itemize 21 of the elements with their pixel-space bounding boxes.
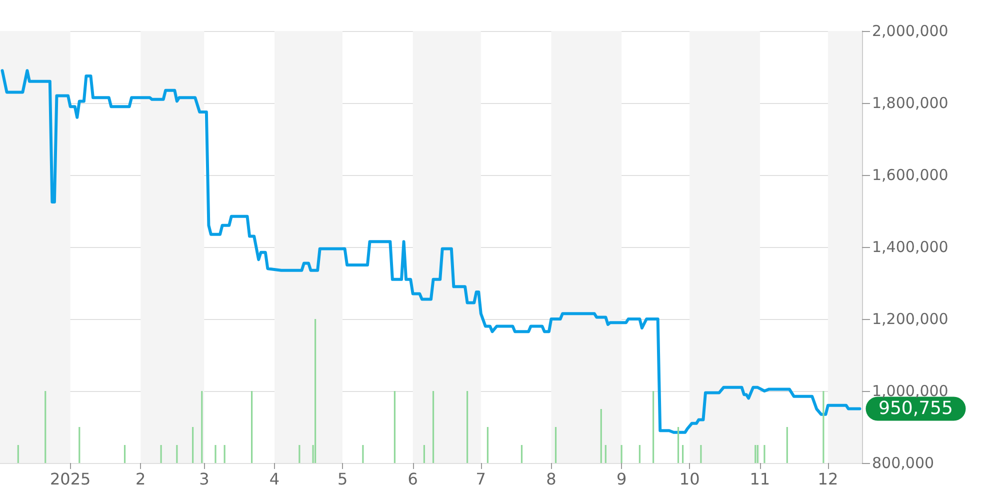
x-tick-label: 11 <box>750 470 770 488</box>
annotation: 950,755 <box>878 398 953 420</box>
y-tick-label: 800,000 <box>872 454 934 472</box>
x-tick-label: 2 <box>136 470 146 488</box>
y-tick-label: 1,200,000 <box>872 310 948 328</box>
y-tick-label: 1,000,000 <box>872 382 948 400</box>
y-tick-label: 1,600,000 <box>872 166 948 184</box>
line-series <box>0 69 862 434</box>
x-tick-label: 9 <box>616 470 627 488</box>
x-tick-label: 10 <box>679 470 700 488</box>
x-tick-label: 6 <box>408 470 418 488</box>
x-tick-label: 4 <box>269 470 280 488</box>
x-tick-label: 12 <box>818 470 838 488</box>
y-tick-label: 2,000,000 <box>872 22 948 40</box>
x-tick-label: 2025 <box>50 470 91 488</box>
x-tick-label: 8 <box>546 470 556 488</box>
x-tick-label: 5 <box>337 470 348 488</box>
y-tick-label: 1,800,000 <box>872 94 948 112</box>
x-tick-label: 3 <box>199 470 210 488</box>
y-tick-label: 1,400,000 <box>872 238 948 256</box>
x-tick-label: 7 <box>476 470 486 488</box>
